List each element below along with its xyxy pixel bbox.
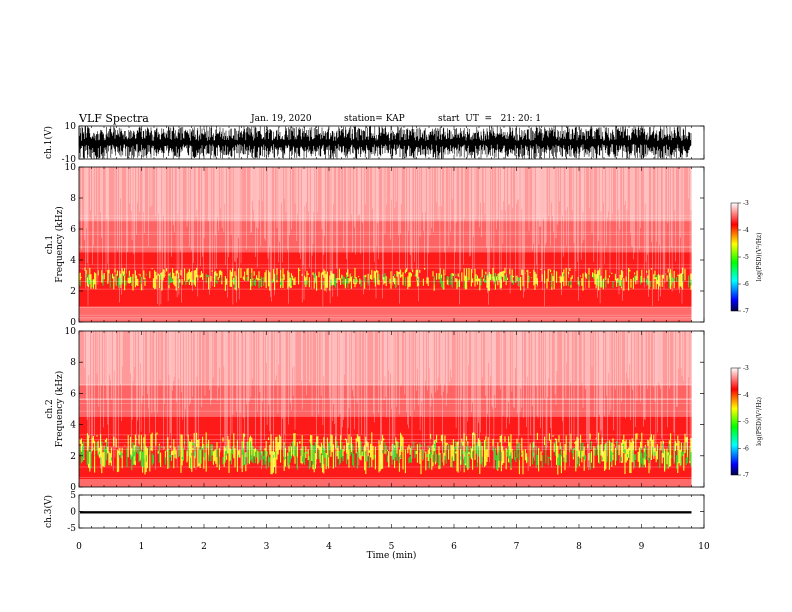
ch3-trace (80, 511, 692, 514)
ylabel-2: ch.1 Frequency (kHz) (45, 206, 65, 283)
figure-title: VLF Spectra (79, 112, 149, 125)
spectrogram-2 (78, 331, 692, 487)
ytick-label: -10 (62, 155, 77, 165)
ylabel-3: ch.2 Frequency (kHz) (45, 371, 65, 448)
xaxis-label: Time (min) (367, 550, 417, 561)
xtick-label: 3 (264, 542, 270, 552)
colorbar-strip (730, 367, 739, 476)
xtick-label: 0 (76, 542, 82, 552)
colorbar-label: log(PSD)(V²/Hz) (756, 397, 763, 446)
colorbar-strip (730, 202, 739, 312)
ylabel-frequency: Frequency (kHz) (54, 371, 65, 448)
spec-low (79, 306, 692, 322)
colorbar-tick-label: -6 (743, 445, 749, 452)
ytick-label: 4 (70, 256, 76, 266)
ch1-trace (78, 126, 692, 159)
station-label: station= KAP (344, 114, 405, 124)
colorbar-tick-label: -4 (743, 227, 749, 234)
colorbar-1: -3 -4 -5 -6 -7 log(PSD)(V²/Hz) (730, 200, 763, 315)
ytick-label: 5 (70, 491, 76, 501)
ytick-label: 6 (70, 389, 76, 399)
ytick-label: 4 (70, 421, 76, 431)
colorbar-tick-label: -3 (743, 200, 749, 207)
xtick-label: 8 (576, 542, 582, 552)
colorbar-label: log(PSD)(V²/Hz) (756, 233, 763, 282)
colorbar-tick-label: -7 (743, 472, 749, 479)
ylabel-frequency: Frequency (kHz) (54, 206, 65, 283)
ylabel-channel: ch.2 (45, 399, 55, 418)
spec-lines (79, 215, 692, 320)
ylabel-text: ch.3(V) (43, 495, 54, 528)
colorbar-tick-label: -7 (743, 308, 749, 315)
colorbar-tick-label: -5 (743, 419, 749, 426)
ytick-label: 8 (70, 358, 76, 368)
colorbar-label-text: log(PSD)(V²/Hz) (756, 397, 763, 446)
ytick-label: 10 (65, 163, 77, 173)
colorbar-tick-label: -4 (743, 392, 749, 399)
date-label: Jan. 19, 2020 (251, 114, 312, 124)
xtick-label: 7 (514, 542, 520, 552)
spec-lines (79, 384, 692, 478)
ytick-label: 6 (70, 225, 76, 235)
ytick-label: 8 (70, 194, 76, 204)
ytick-label: 2 (70, 452, 76, 462)
xtick-label: 9 (639, 542, 645, 552)
ytick-label: 10 (65, 122, 77, 132)
ylabel-1: ch.1(V) (43, 126, 54, 159)
xtick-label: 1 (139, 542, 145, 552)
xtick-label: 4 (326, 542, 332, 552)
ytick-label: -5 (67, 524, 76, 534)
colorbar-tick-label: -5 (743, 254, 749, 261)
waveform-4 (80, 511, 692, 514)
ytick-label: 0 (70, 508, 76, 518)
waveform-1 (78, 126, 692, 159)
ytick-label: 0 (70, 318, 76, 328)
start-time-label: start UT = 21: 20: 1 (438, 114, 542, 124)
colorbar-tick-label: -3 (743, 365, 749, 372)
xtick-label: 2 (201, 542, 207, 552)
spec-low (79, 479, 692, 487)
ytick-label: 10 (65, 327, 77, 337)
xtick-label: 6 (451, 542, 457, 552)
spectrogram-1 (78, 167, 692, 322)
ylabel-text: ch.1(V) (43, 126, 54, 159)
ytick-label: 2 (70, 287, 76, 297)
colorbar-2: -3 -4 -5 -6 -7 log(PSD)(V²/Hz) (730, 365, 763, 479)
colorbar-tick-label: -6 (743, 281, 749, 288)
xtick-label: 5 (389, 542, 395, 552)
ylabel-channel: ch.1 (45, 235, 55, 254)
ytick-label: 0 (70, 483, 76, 493)
colorbar-label-text: log(PSD)(V²/Hz) (756, 233, 763, 282)
xtick-label: 10 (698, 542, 710, 552)
spec-streaks (81, 167, 692, 307)
ylabel-4: ch.3(V) (43, 495, 54, 528)
